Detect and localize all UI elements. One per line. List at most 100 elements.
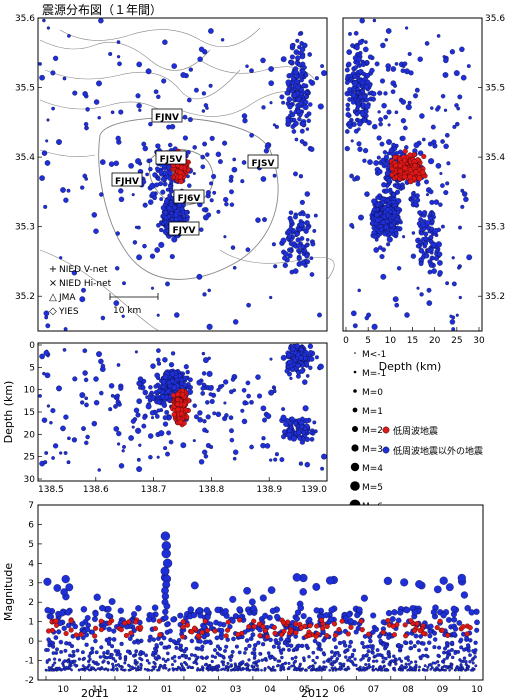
depth-quake-point	[379, 227, 384, 232]
cross-section-quake-point	[216, 387, 221, 392]
map-quake-point	[187, 183, 192, 188]
depth-quake-point	[378, 117, 384, 123]
depth-quake-point	[437, 260, 443, 266]
timeline-quake-point	[444, 668, 448, 672]
map-quake-point	[302, 42, 308, 49]
map-quake-point	[290, 124, 296, 130]
depth-lowfreq-point	[407, 178, 414, 185]
map-quake-point	[299, 199, 305, 205]
timeline-quake-point	[309, 668, 313, 672]
depth-quake-point	[383, 161, 390, 167]
map-quake-point	[169, 254, 175, 260]
depth-quake-point	[363, 84, 369, 90]
depth-quake-point	[386, 139, 392, 145]
map-quake-point	[80, 185, 85, 190]
legend-magnitude-label: M=4	[362, 464, 383, 474]
timeline-quake-point	[360, 668, 363, 672]
timeline-quake-point	[229, 595, 237, 603]
timeline-quake-point	[375, 648, 380, 653]
map-quake-point	[122, 281, 126, 286]
timeline-quake-point	[407, 662, 411, 666]
timeline-quake-point	[398, 646, 403, 651]
timeline-quake-point	[70, 668, 73, 672]
timeline-quake-point	[182, 649, 187, 654]
timeline-quake-point	[426, 665, 430, 669]
timeline-quake-point	[243, 651, 247, 655]
depth-quake-point	[371, 96, 376, 102]
cross-section-quake-point	[205, 400, 210, 405]
timeline-quake-point	[464, 604, 471, 612]
depth-quake-point	[371, 207, 377, 212]
legend-magnitude-marker	[354, 352, 356, 354]
map-quake-point	[96, 80, 102, 87]
timeline-quake-point	[295, 645, 300, 650]
depth-quake-point	[380, 273, 387, 280]
cross-section-quake-point	[122, 444, 126, 449]
map-quake-point	[52, 55, 59, 62]
cross-section-quake-point	[224, 413, 229, 418]
timeline-quake-point	[408, 640, 414, 645]
depth-quake-point	[386, 236, 393, 243]
depth-quake-point	[386, 242, 391, 247]
cross-section-quake-point	[187, 377, 193, 383]
cross-section-quake-point	[209, 444, 214, 450]
depth-quake-point	[458, 225, 462, 230]
timeline-quake-point	[315, 655, 319, 660]
depth-quake-point	[344, 145, 350, 152]
map-quake-point	[154, 182, 160, 188]
cross-section-quake-point	[188, 385, 193, 390]
timeline-quake-point	[120, 665, 124, 669]
timeline-quake-point	[74, 664, 78, 668]
depth-lowfreq-point	[389, 172, 395, 178]
timeline-quake-point	[219, 627, 225, 634]
depth-quake-point	[388, 209, 393, 214]
map-quake-point	[186, 97, 192, 103]
timeline-quake-point	[290, 656, 295, 661]
timeline-quake-point	[474, 664, 478, 668]
timeline-quake-point	[166, 657, 170, 662]
map-quake-point	[287, 234, 292, 239]
cross-section-quake-point	[164, 409, 170, 415]
depth-quake-point	[457, 265, 461, 270]
timeline-quake-point	[292, 573, 302, 582]
timeline-quake-point	[274, 613, 281, 620]
depth-quake-point	[443, 190, 449, 196]
depth-quake-point	[345, 102, 351, 108]
cross-section-lowfreq-point	[175, 406, 181, 413]
map-quake-point	[59, 256, 63, 260]
depth-xtick-label: 5	[365, 336, 371, 346]
cross-section-quake-point	[49, 420, 53, 425]
timeline-quake-point	[229, 655, 234, 659]
map-quake-point	[165, 187, 170, 192]
map-quake-point	[321, 70, 327, 77]
timeline-quake-point	[448, 668, 451, 672]
legend-lowfreq-marker	[382, 426, 390, 434]
depth-quake-point	[407, 100, 412, 105]
depth-quake-point	[362, 94, 368, 100]
depth-quake-point	[436, 34, 441, 38]
map-quake-point	[298, 174, 304, 179]
timeline-quake-point	[418, 665, 421, 669]
cross-section-quake-point	[160, 394, 166, 400]
map-quake-point	[149, 253, 156, 259]
timeline-quake-point	[84, 642, 89, 647]
cross-section-quake-point	[241, 418, 248, 425]
timeline-quake-point	[154, 643, 159, 648]
map-quake-point	[261, 105, 266, 110]
cross-section-quake-point	[229, 437, 235, 443]
map-quake-point	[229, 202, 235, 207]
timeline-quake-point	[250, 632, 256, 638]
depth-quake-point	[377, 110, 381, 114]
depth-quake-point	[404, 26, 409, 30]
depth-quake-point	[400, 118, 407, 124]
map-quake-point	[309, 146, 315, 152]
timeline-quake-point	[163, 602, 171, 610]
depth-quake-point	[370, 91, 377, 97]
depth-quake-point	[435, 162, 442, 169]
depth-quake-point	[449, 314, 453, 318]
timeline-quake-point	[329, 650, 334, 654]
timeline-quake-point	[346, 665, 350, 669]
timeline-quake-point	[284, 661, 288, 665]
timeline-quake-point	[182, 668, 185, 672]
